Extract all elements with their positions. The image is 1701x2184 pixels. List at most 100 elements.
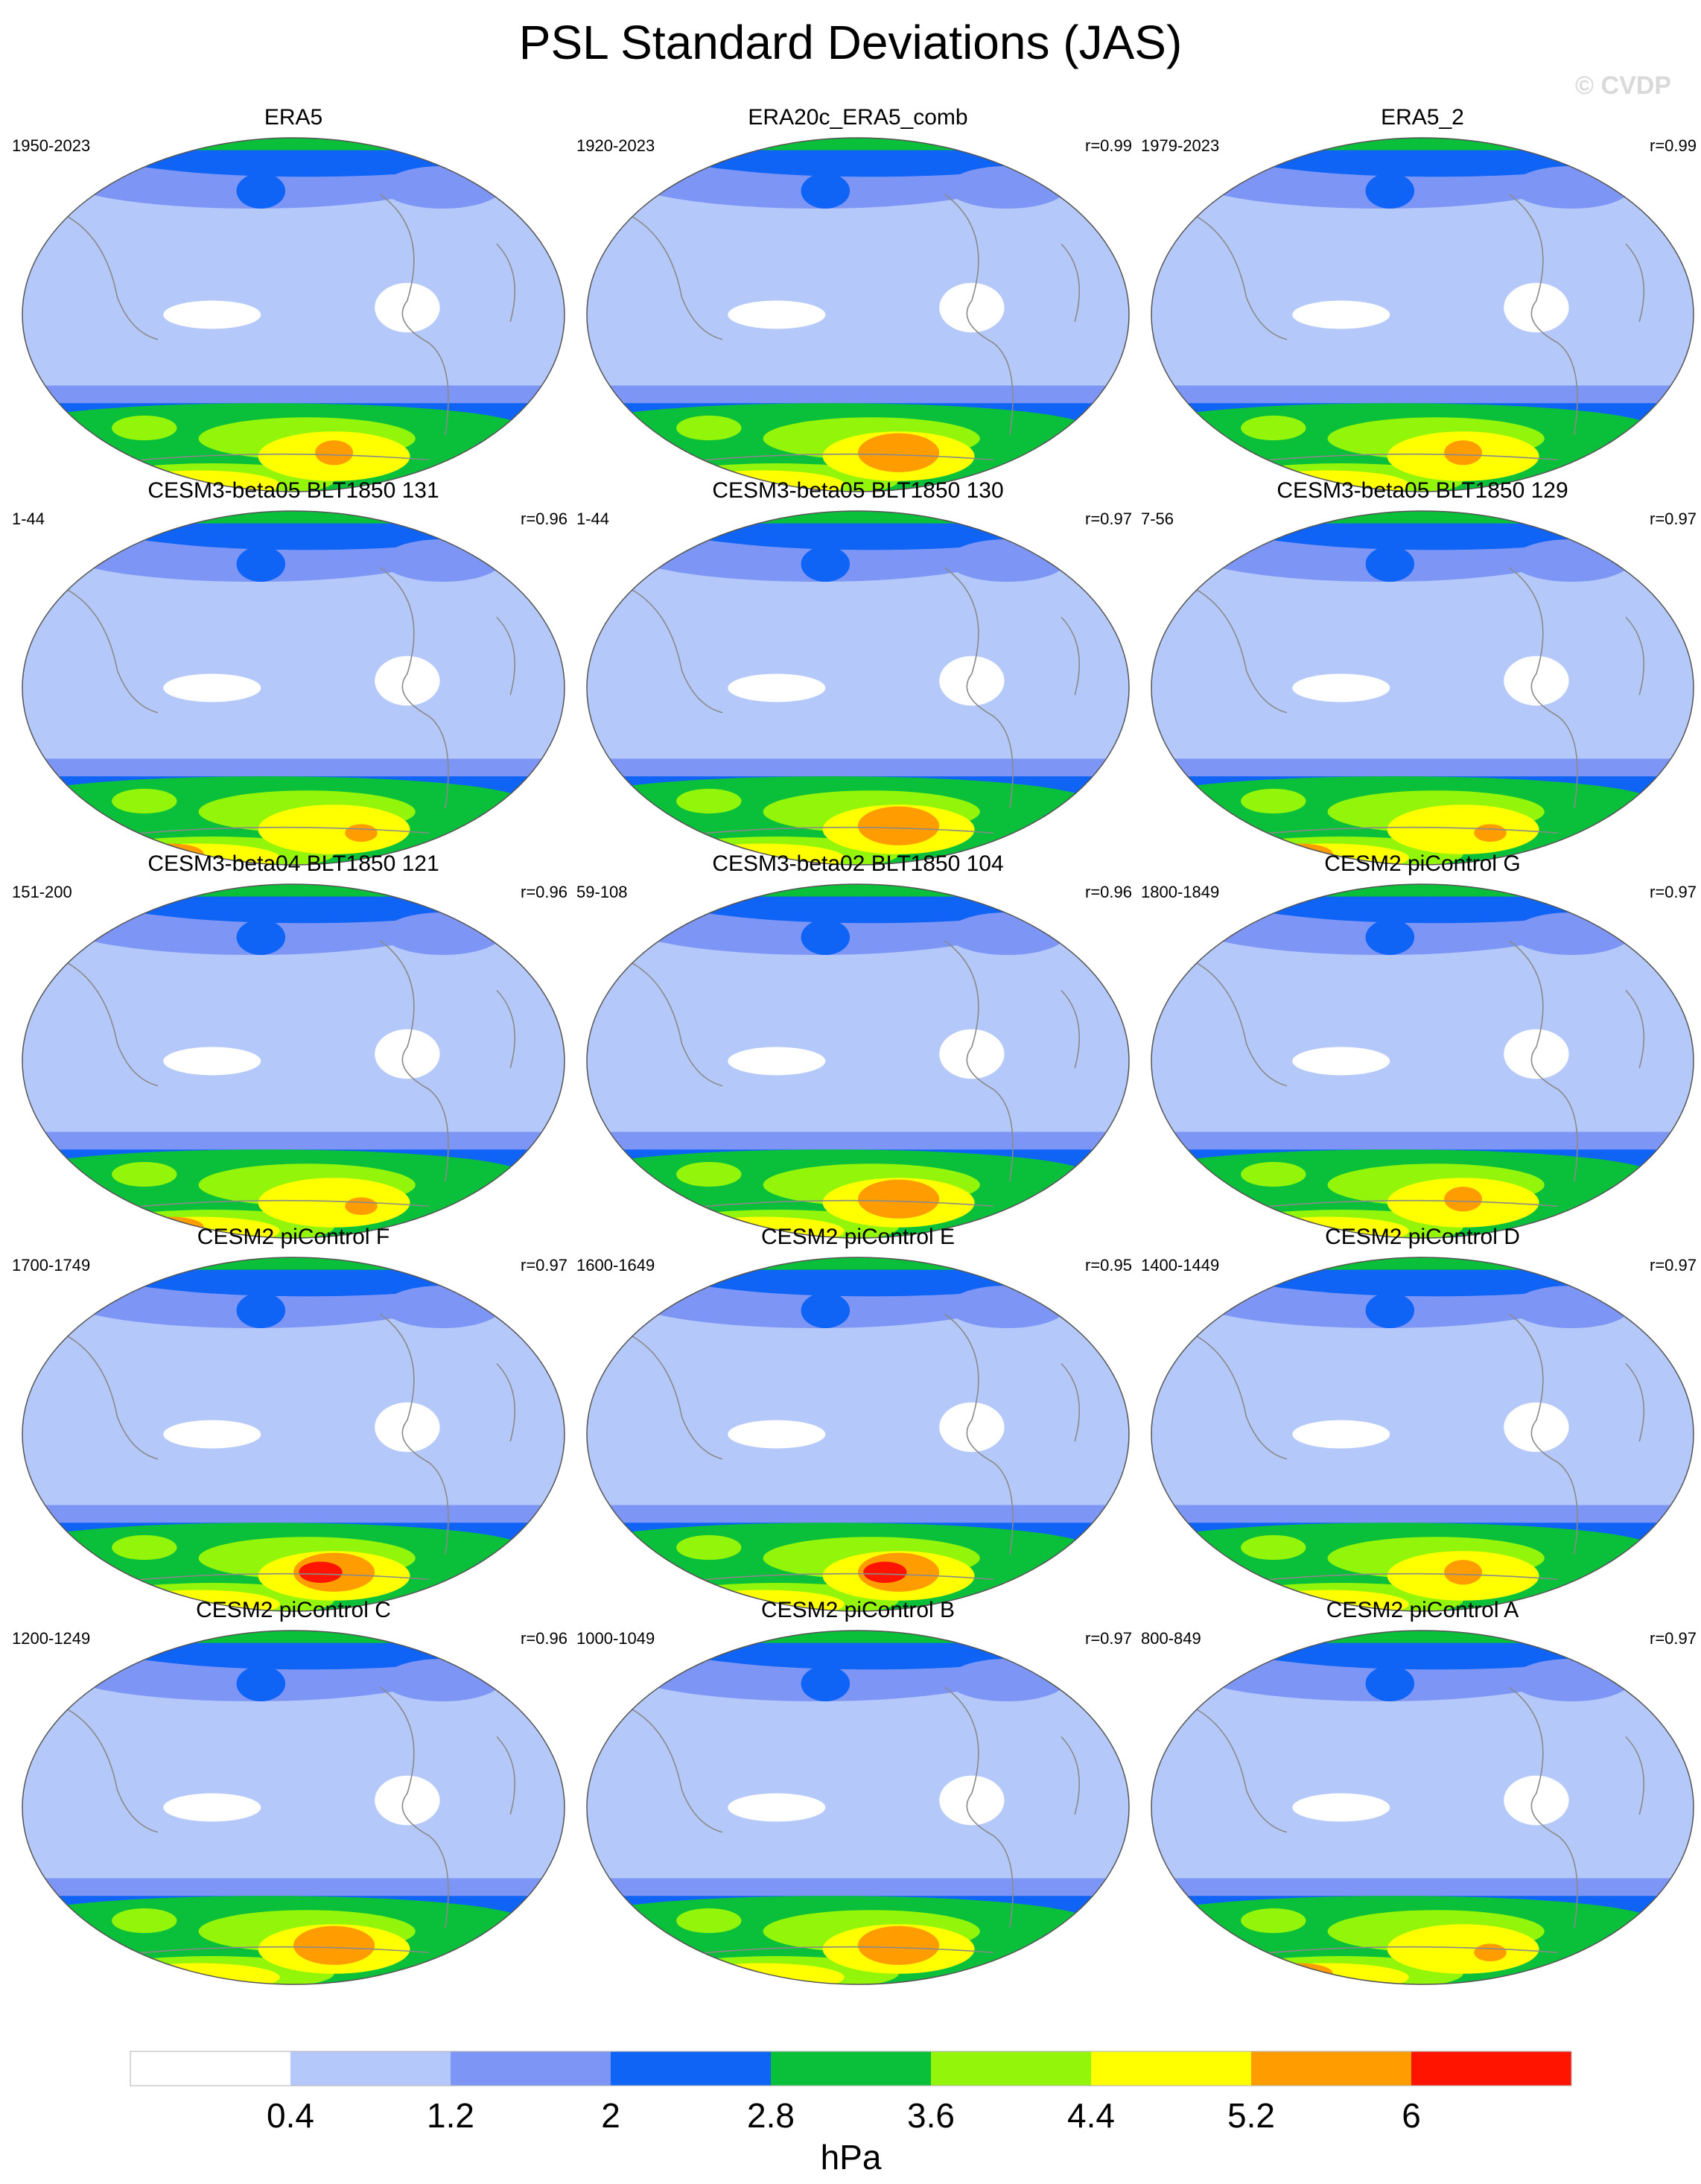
panel-correlation: r=0.97 xyxy=(1650,1629,1697,1648)
panel-title: CESM3-beta04 BLT1850 121 xyxy=(147,851,439,876)
panel-years: 1200-1249 xyxy=(12,1629,90,1648)
colorbar-tick-label: 2 xyxy=(601,2096,620,2135)
colorbar: 0.4 1.2 2 2.8 3.6 4.4 5.2 6 hPa xyxy=(130,2051,1572,2177)
cvdp-watermark: © CVDP xyxy=(1575,72,1671,100)
panel-title: CESM2 piControl G xyxy=(1324,851,1520,876)
panel-correlation: r=0.96 xyxy=(1085,883,1132,901)
panel-years: 1979-2023 xyxy=(1141,136,1219,155)
map-field xyxy=(22,138,565,492)
map-panel: CESM2 piControl D 1400-1449 r=0.97 xyxy=(1141,1225,1697,1612)
map-outline xyxy=(1151,1257,1694,1612)
map-field xyxy=(1151,138,1694,492)
map-field xyxy=(22,884,565,1238)
map-panel: ERA5 1950-2023 xyxy=(12,105,565,492)
colorbar-tick-label: 5.2 xyxy=(1227,2096,1275,2135)
panel-years: 1400-1449 xyxy=(1141,1256,1219,1274)
panel-title: CESM3-beta05 BLT1850 130 xyxy=(712,478,1003,503)
panel-years: 1-44 xyxy=(576,510,609,528)
figure-title: PSL Standard Deviations (JAS) xyxy=(518,16,1183,69)
panel-years: 1000-1049 xyxy=(576,1629,655,1648)
map-field xyxy=(587,1257,1129,1611)
panel-years: 59-108 xyxy=(576,883,628,901)
map-outline xyxy=(586,510,1130,866)
panel-years: 7-56 xyxy=(1141,510,1174,528)
colorbar-segment xyxy=(130,2051,290,2086)
panel-correlation: r=0.97 xyxy=(1085,1629,1132,1648)
map-outline xyxy=(586,883,1130,1239)
map-panel: CESM3-beta05 BLT1850 131 1-44 r=0.96 xyxy=(12,478,567,866)
map-outline xyxy=(586,1630,1130,1985)
colorbar-segment xyxy=(611,2051,771,2086)
map-outline xyxy=(1151,137,1694,492)
map-field xyxy=(1151,511,1694,865)
colorbar-tick-label: 3.6 xyxy=(907,2096,955,2135)
map-outline xyxy=(1151,510,1694,866)
map-field xyxy=(587,138,1129,492)
map-outline xyxy=(22,137,565,492)
panel-correlation: r=0.97 xyxy=(1085,510,1132,528)
colorbar-segment xyxy=(290,2051,451,2086)
map-outline xyxy=(586,137,1130,492)
map-field xyxy=(1151,1631,1694,1984)
panel-title: CESM2 piControl A xyxy=(1326,1598,1519,1622)
colorbar-frame xyxy=(130,2051,1572,2086)
panel-correlation: r=0.97 xyxy=(521,1256,567,1274)
panel-title: CESM2 piControl D xyxy=(1325,1225,1520,1249)
panel-title: CESM2 piControl B xyxy=(761,1598,955,1622)
map-panel: CESM2 piControl A 800-849 r=0.97 xyxy=(1141,1598,1697,1985)
map-outline xyxy=(586,1257,1130,1612)
map-outline xyxy=(22,883,565,1239)
panel-correlation: r=0.97 xyxy=(1650,510,1697,528)
map-field xyxy=(22,1631,565,1984)
map-field xyxy=(587,511,1129,865)
map-outline xyxy=(1151,1630,1694,1985)
colorbar-segment xyxy=(931,2051,1091,2086)
map-field xyxy=(1151,884,1694,1238)
panel-title: ERA5 xyxy=(264,105,322,130)
map-panel: CESM2 piControl E 1600-1649 r=0.95 xyxy=(576,1225,1132,1612)
map-panel: CESM2 piControl C 1200-1249 r=0.96 xyxy=(12,1598,567,1985)
panel-years: 1700-1749 xyxy=(12,1256,90,1274)
map-field xyxy=(587,1631,1129,1984)
map-panel: ERA20c_ERA5_comb 1920-2023 r=0.99 xyxy=(576,105,1132,492)
colorbar-tick-label: 6 xyxy=(1402,2096,1421,2135)
panel-years: 800-849 xyxy=(1141,1629,1201,1648)
panel-title: CESM2 piControl E xyxy=(761,1225,955,1249)
map-panel: ERA5_2 1979-2023 r=0.99 xyxy=(1141,105,1697,492)
colorbar-tick-label: 2.8 xyxy=(747,2096,795,2135)
colorbar-unit: hPa xyxy=(821,2138,882,2177)
panel-years: 1920-2023 xyxy=(576,136,655,155)
colorbar-segment xyxy=(1411,2051,1571,2086)
panel-title: CESM2 piControl F xyxy=(197,1225,390,1249)
panel-title: ERA20c_ERA5_comb xyxy=(748,105,967,130)
colorbar-tick-label: 0.4 xyxy=(267,2096,314,2135)
map-outline xyxy=(1151,883,1694,1239)
panel-correlation: r=0.99 xyxy=(1085,136,1132,155)
panel-title: CESM3-beta05 BLT1850 131 xyxy=(147,478,439,503)
colorbar-segment xyxy=(1251,2051,1411,2086)
colorbar-segment xyxy=(771,2051,931,2086)
panel-correlation: r=0.95 xyxy=(1085,1256,1132,1274)
panel-correlation: r=0.99 xyxy=(1650,136,1697,155)
colorbar-tick-label: 4.4 xyxy=(1067,2096,1115,2135)
panel-years: 1-44 xyxy=(12,510,45,528)
map-outline xyxy=(22,1630,565,1985)
map-outline xyxy=(22,510,565,866)
panel-correlation: r=0.96 xyxy=(521,510,567,528)
colorbar-segment xyxy=(451,2051,611,2086)
panel-title: CESM3-beta05 BLT1850 129 xyxy=(1276,478,1568,503)
map-panel: CESM2 piControl F 1700-1749 r=0.97 xyxy=(12,1225,567,1612)
colorbar-tick-label: 1.2 xyxy=(427,2096,474,2135)
map-panel: CESM3-beta04 BLT1850 121 151-200 r=0.96 xyxy=(12,851,567,1239)
map-panels: ERA5 1950-2023 ERA20c_ERA5_comb 1920-2023 r=… xyxy=(12,105,1697,1985)
panel-correlation: r=0.96 xyxy=(521,883,567,901)
map-field xyxy=(1151,1257,1694,1611)
panel-years: 1800-1849 xyxy=(1141,883,1219,901)
map-panel: CESM3-beta02 BLT1850 104 59-108 r=0.96 xyxy=(576,851,1132,1239)
panel-title: ERA5_2 xyxy=(1381,105,1464,130)
panel-years: 1600-1649 xyxy=(576,1256,655,1274)
colorbar-segment xyxy=(1091,2051,1251,2086)
panel-title: CESM2 piControl C xyxy=(196,1598,391,1622)
map-field xyxy=(22,1257,565,1611)
panel-correlation: r=0.97 xyxy=(1650,1256,1697,1274)
